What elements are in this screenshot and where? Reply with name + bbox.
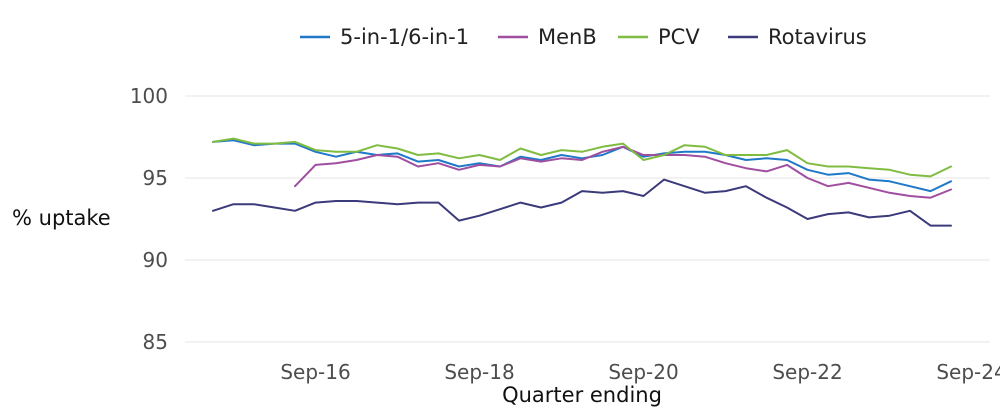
- series-line-pcv: [212, 137, 952, 178]
- y-tick-label: 100: [130, 84, 168, 108]
- x-tick-label: Sep-16: [280, 360, 350, 384]
- legend-label: MenB: [538, 25, 597, 49]
- y-axis-title: % uptake: [12, 206, 111, 230]
- y-axis-ticks: 85 90 95 100: [130, 84, 168, 354]
- x-axis-ticks: Sep-16 Sep-18 Sep-20 Sep-22 Sep-24: [280, 360, 1000, 384]
- x-tick-label: Sep-20: [608, 360, 678, 384]
- series-lines: [212, 137, 952, 227]
- x-tick-label: Sep-24: [936, 360, 1000, 384]
- series-line-rotavirus: [212, 178, 952, 227]
- x-tick-label: Sep-18: [444, 360, 514, 384]
- legend-label: Rotavirus: [768, 25, 867, 49]
- y-tick-label: 85: [143, 330, 168, 354]
- grid-lines: [185, 95, 990, 343]
- legend-label: PCV: [658, 25, 700, 49]
- series-line-menb: [294, 145, 952, 199]
- x-tick-label: Sep-22: [772, 360, 842, 384]
- x-axis-title: Quarter ending: [502, 383, 662, 407]
- y-tick-label: 90: [143, 248, 168, 272]
- legend: 5-in-1/6-in-1 MenB PCV Rotavirus: [300, 25, 867, 49]
- series-line-5-in-1-6-in-1: [212, 139, 952, 193]
- legend-label: 5-in-1/6-in-1: [340, 25, 469, 49]
- y-tick-label: 95: [143, 166, 168, 190]
